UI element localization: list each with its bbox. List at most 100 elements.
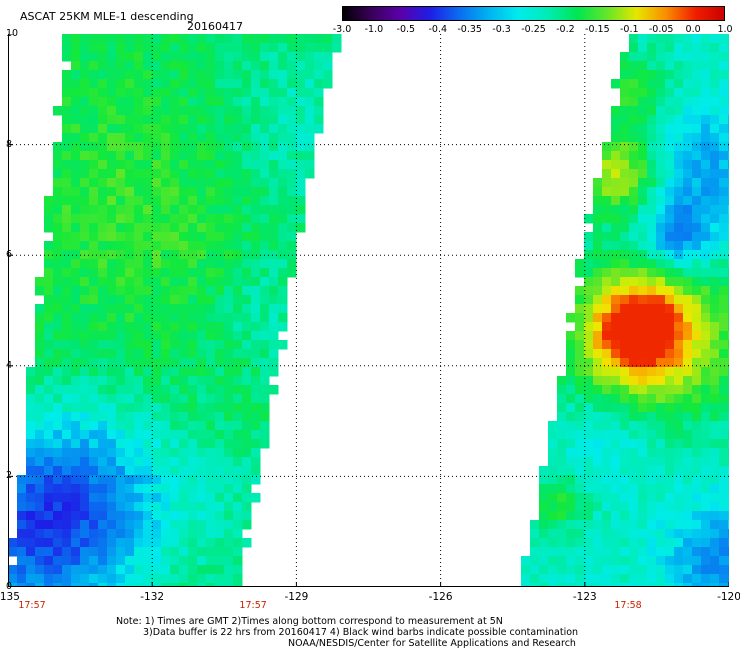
swath-cell bbox=[260, 52, 270, 62]
swath-cell bbox=[593, 331, 603, 341]
swath-cell bbox=[179, 43, 189, 53]
swath-cell bbox=[629, 439, 639, 449]
swath-cell bbox=[719, 574, 729, 584]
swath-cell bbox=[656, 430, 666, 440]
swath-cell bbox=[566, 349, 576, 359]
swath-cell bbox=[44, 205, 54, 215]
swath-cell bbox=[179, 547, 189, 557]
swath-cell bbox=[557, 466, 567, 476]
swath-cell bbox=[152, 439, 162, 449]
swath-cell bbox=[647, 97, 657, 107]
swath-cell bbox=[260, 349, 270, 359]
swath-cell bbox=[629, 277, 639, 287]
swath-cell bbox=[125, 97, 135, 107]
swath-cell bbox=[89, 538, 99, 548]
swath-cell bbox=[692, 529, 702, 539]
swath-cell bbox=[143, 151, 153, 161]
swath-cell bbox=[242, 43, 252, 53]
swath-cell bbox=[197, 376, 207, 386]
swath-cell bbox=[566, 421, 576, 431]
swath-cell bbox=[107, 520, 117, 530]
swath-cell bbox=[629, 70, 639, 80]
swath-cell bbox=[35, 376, 45, 386]
swath-cell bbox=[602, 259, 612, 269]
swath-cell bbox=[206, 565, 216, 575]
swath-cell bbox=[719, 34, 729, 44]
swath-cell bbox=[629, 205, 639, 215]
swath-cell bbox=[125, 385, 135, 395]
swath-cell bbox=[224, 178, 234, 188]
swath-cell bbox=[197, 133, 207, 143]
swath-cell bbox=[62, 52, 72, 62]
swath-cell bbox=[638, 178, 648, 188]
swath-cell bbox=[107, 241, 117, 251]
swath-cell bbox=[80, 52, 90, 62]
swath-cell bbox=[53, 385, 63, 395]
swath-cell bbox=[89, 556, 99, 566]
swath-cell bbox=[638, 313, 648, 323]
swath-cell bbox=[728, 493, 729, 503]
swath-cell bbox=[287, 160, 297, 170]
swath-cell bbox=[593, 430, 603, 440]
color-scale-tick-label: -0.4 bbox=[428, 24, 448, 35]
swath-cell bbox=[575, 421, 585, 431]
swath-cell bbox=[89, 133, 99, 143]
swath-cell bbox=[251, 448, 261, 458]
swath-cell bbox=[170, 367, 180, 377]
swath-cell bbox=[629, 286, 639, 296]
swath-cell bbox=[314, 106, 324, 116]
swath-cell bbox=[305, 70, 315, 80]
swath-cell bbox=[683, 223, 693, 233]
swath-cell bbox=[665, 457, 675, 467]
swath-cell bbox=[611, 178, 621, 188]
swath-cell bbox=[53, 412, 63, 422]
swath-cell bbox=[143, 502, 153, 512]
swath-cell bbox=[647, 160, 657, 170]
swath-cell bbox=[584, 484, 594, 494]
color-scale-tick-label: -0.15 bbox=[585, 24, 610, 35]
swath-cell bbox=[629, 394, 639, 404]
swath-cell bbox=[242, 439, 252, 449]
swath-cell bbox=[179, 502, 189, 512]
swath-cell bbox=[188, 187, 198, 197]
swath-cell bbox=[566, 574, 576, 584]
swath-cell bbox=[674, 439, 684, 449]
swath-cell bbox=[269, 304, 279, 314]
swath-cell bbox=[665, 97, 675, 107]
swath-cell bbox=[260, 115, 270, 125]
swath-cell bbox=[566, 538, 576, 548]
swath-cell bbox=[584, 538, 594, 548]
swath-cell bbox=[98, 538, 108, 548]
swath-cell bbox=[584, 565, 594, 575]
swath-cell bbox=[710, 286, 720, 296]
swath-cell bbox=[62, 70, 72, 80]
swath-cell bbox=[233, 376, 243, 386]
swath-cell bbox=[161, 259, 171, 269]
swath-cell bbox=[44, 583, 54, 587]
swath-cell bbox=[215, 484, 225, 494]
swath-cell bbox=[548, 511, 558, 521]
swath-cell bbox=[179, 223, 189, 233]
swath-cell bbox=[701, 223, 711, 233]
swath-cell bbox=[575, 322, 585, 332]
swath-cell bbox=[80, 340, 90, 350]
swath-cell bbox=[251, 79, 261, 89]
swath-cell bbox=[269, 124, 279, 134]
swath-cell bbox=[62, 223, 72, 233]
swath-cell bbox=[584, 475, 594, 485]
swath-cell bbox=[71, 583, 81, 587]
swath-cell bbox=[53, 529, 63, 539]
swath-cell bbox=[206, 241, 216, 251]
swath-cell bbox=[80, 448, 90, 458]
swath-cell bbox=[656, 457, 666, 467]
swath-cell bbox=[188, 529, 198, 539]
swath-cell bbox=[674, 124, 684, 134]
swath-cell bbox=[242, 376, 252, 386]
swath-cell bbox=[134, 295, 144, 305]
swath-cell bbox=[656, 556, 666, 566]
swath-cell bbox=[170, 475, 180, 485]
swath-cell bbox=[575, 349, 585, 359]
swath-cell bbox=[665, 61, 675, 71]
swath-cell bbox=[179, 358, 189, 368]
swath-cell bbox=[170, 34, 180, 44]
